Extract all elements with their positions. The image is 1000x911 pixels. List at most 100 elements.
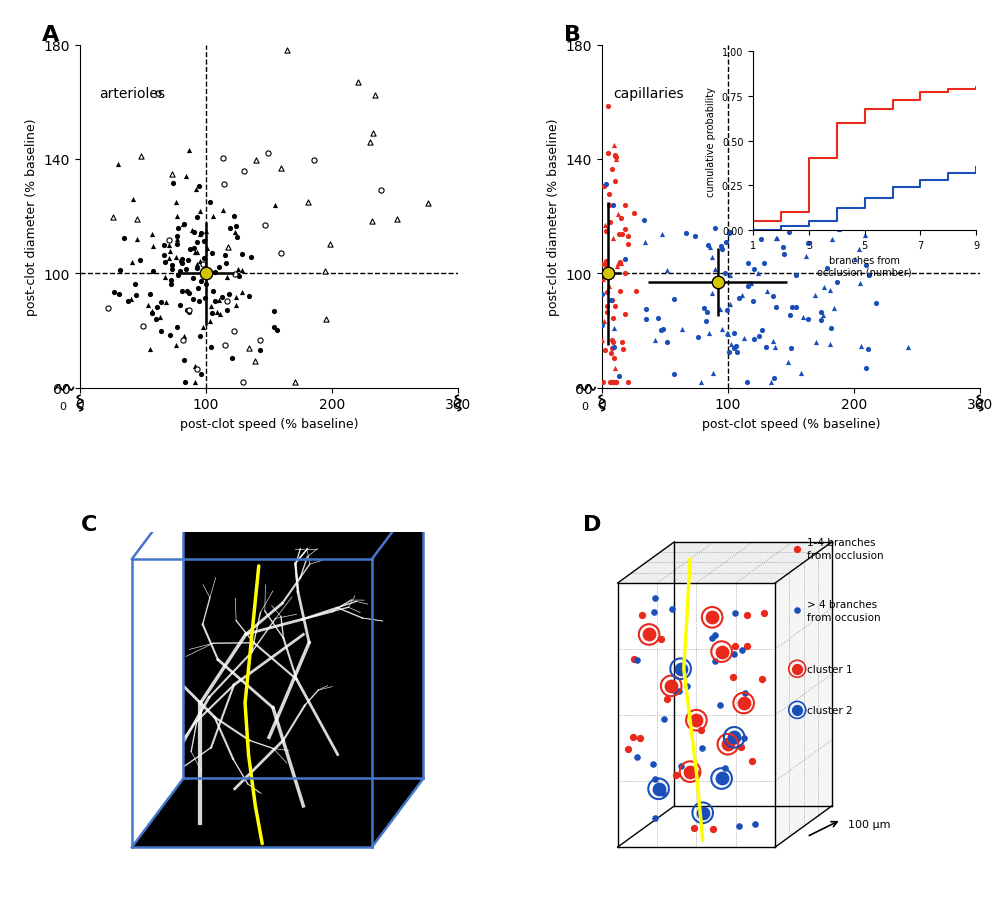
Point [157,255,173,270]
Point [597,343,613,358]
Text: 0: 0 [59,402,66,412]
Point [700,239,716,253]
Point [807,288,823,302]
Point [629,750,645,764]
Point [651,782,667,796]
Point [747,817,763,832]
Point [148,312,164,327]
Point [606,340,622,354]
Point [824,232,840,247]
Point [185,292,201,307]
Point [750,266,766,281]
Point [723,337,739,352]
Point [641,628,657,642]
Point [666,292,682,307]
Point [196,269,212,283]
Point [714,772,730,786]
Point [187,245,203,260]
Point [153,296,169,311]
Point [389,212,405,227]
Point [617,222,633,237]
Point [241,342,257,356]
Point [156,249,172,263]
Point [615,343,631,357]
Point [195,257,211,271]
Point [726,326,742,341]
Point [788,301,804,315]
Text: 0: 0 [581,402,588,412]
Point [654,228,670,242]
Point [110,158,126,172]
Point [189,261,205,276]
Point [789,542,805,557]
Point [739,608,755,622]
Point [604,162,620,177]
Point [612,255,628,270]
Point [221,288,237,302]
Point [727,640,743,654]
Point [105,210,121,225]
Point [751,330,767,344]
Point [733,740,749,754]
Point [645,757,661,772]
Point [279,44,295,58]
Point [776,248,792,262]
Point [707,221,723,236]
Point [739,375,755,390]
Point [601,279,617,293]
Point [164,262,180,277]
Point [754,323,770,338]
Point [157,270,173,284]
Point [193,367,209,382]
Point [728,339,744,353]
Point [145,264,161,279]
Point [322,237,338,251]
Point [598,254,614,269]
Point [600,99,616,114]
Point [599,286,615,301]
Point [704,610,720,625]
Point [617,308,633,322]
Point [775,241,791,255]
Point [145,240,161,254]
Point [197,292,213,306]
Point [628,285,644,300]
Point [638,312,654,327]
Point [847,252,863,267]
Point [192,228,208,242]
Legend: urethane clot, urethane control, isoflurane clot, isoflurane control: urethane clot, urethane control, isoflur… [86,0,344,1]
Point [617,198,633,212]
Point [594,333,610,348]
Point [187,375,203,390]
Point [679,679,695,693]
Point [128,289,144,303]
Point [601,188,617,202]
Point [682,764,698,779]
Point [129,212,145,227]
Point [189,210,205,225]
Point [782,308,798,322]
Point [726,731,742,745]
Point [721,227,737,241]
Point [193,274,209,289]
Point [789,603,805,618]
Point [688,713,704,728]
Point [266,305,282,320]
Point [795,311,811,325]
Point [725,670,741,685]
Point [106,286,122,301]
Point [746,262,762,277]
Point [227,225,243,240]
Point [607,299,623,313]
Point [626,207,642,221]
Point [176,330,192,344]
Point [273,162,289,177]
Point [765,289,781,303]
Point [605,199,621,213]
Point [607,175,623,189]
Point [165,177,181,191]
Point [179,303,195,318]
Point [170,269,186,283]
Point [647,811,663,825]
Point [164,168,180,182]
